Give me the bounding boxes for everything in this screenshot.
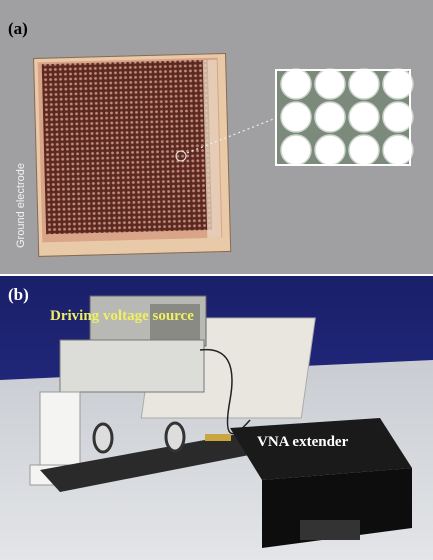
panel-label: (b) [8,285,29,304]
driving-voltage-label: Driving voltage source [50,308,194,324]
panel-b: Driving voltage source VNA extender (b) [0,276,433,560]
zoom-inset [275,68,414,166]
zoom-line [186,117,277,154]
panel-a: (a) Ground electrode [0,0,433,274]
sample-plate [33,52,232,257]
ground-electrode-label: Ground electrode [15,163,27,248]
vna-extender-label: VNA extender [257,434,349,450]
panel-label: (a) [8,19,28,38]
